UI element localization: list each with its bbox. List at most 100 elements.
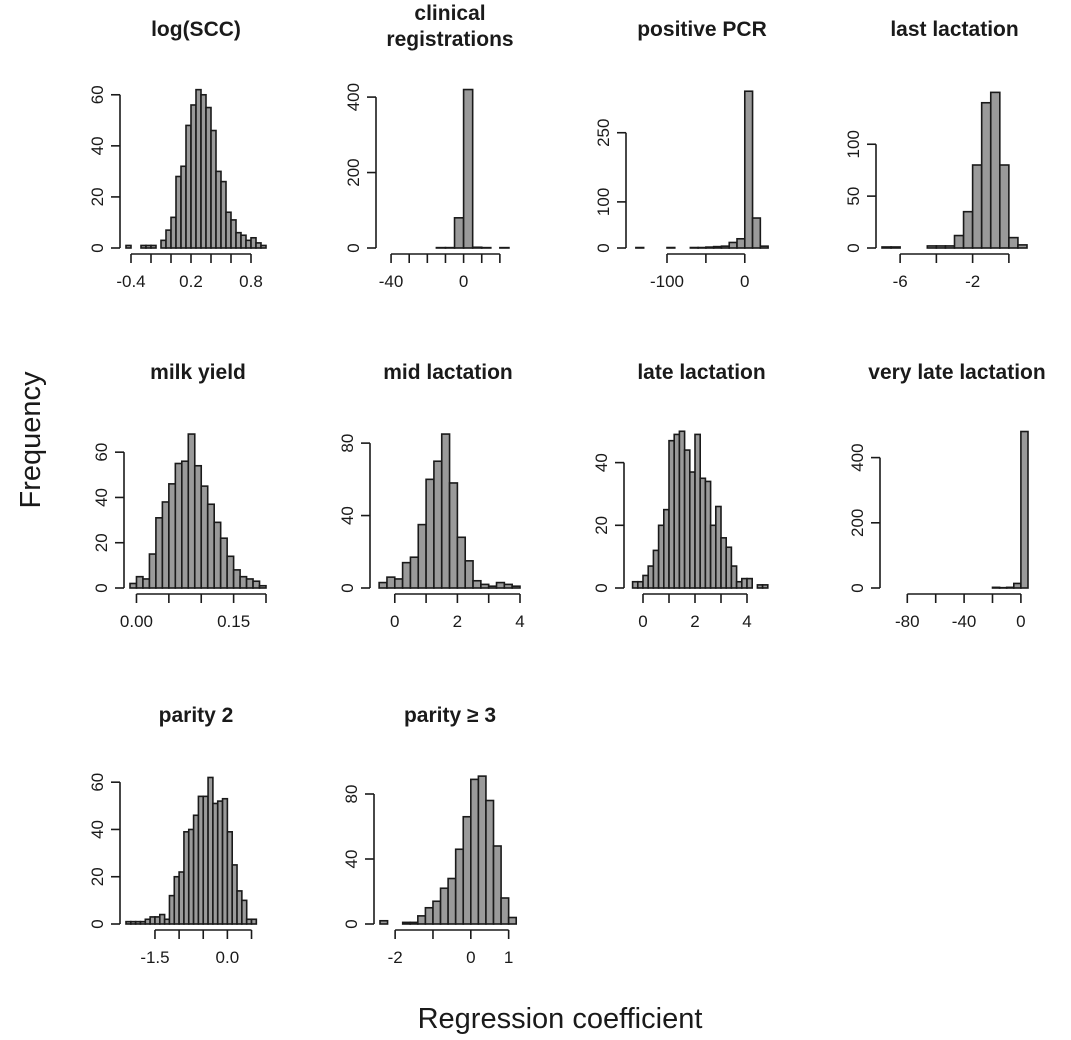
x-tick-label: 0 [638, 612, 647, 631]
y-tick-label: 250 [594, 119, 613, 147]
x-tick-label: 4 [515, 612, 524, 631]
histogram-bar [155, 517, 164, 589]
x-tick-label: -2 [388, 948, 403, 967]
y-tick-label: 0 [592, 583, 611, 592]
figure-ylabel: Frequency [15, 371, 47, 509]
x-tick-label: 0 [459, 272, 468, 291]
histogram-bar [232, 569, 241, 589]
y-tick-label: 100 [594, 188, 613, 216]
y-tick-label: 20 [92, 533, 111, 552]
histogram-panels: log(SCC)-0.4 0.2 0.80204060clinicalregistr… [88, 2, 1046, 967]
y-tick-label: 80 [338, 434, 357, 453]
x-tick-label: 0 [740, 272, 749, 291]
histogram-bar [241, 899, 248, 925]
histogram-bar [448, 482, 459, 589]
histogram-bar [219, 537, 228, 589]
histogram-bar [150, 244, 157, 249]
histogram-bar [477, 775, 487, 925]
histogram-bar [129, 582, 138, 589]
panel-title: log(SCC) [151, 18, 241, 41]
histogram-bar [125, 244, 132, 249]
histogram-bar [746, 577, 753, 589]
x-tick-label: 0 [1016, 612, 1025, 631]
y-tick-label: 0 [338, 583, 357, 592]
histogram-bar [440, 433, 451, 589]
histogram-bar [495, 581, 506, 589]
y-tick-label: 0 [342, 919, 361, 928]
histogram-bar [252, 580, 261, 589]
x-tick-label: -6 [893, 272, 908, 291]
y-tick-label: 400 [848, 443, 867, 471]
histogram-bar [487, 585, 498, 589]
x-tick-label: 2 [690, 612, 699, 631]
y-tick-label: 40 [88, 820, 107, 839]
y-tick-label: 400 [344, 83, 363, 111]
histogram-bar [206, 503, 215, 589]
histogram-bar [761, 584, 769, 589]
histogram-bar [464, 560, 474, 589]
histogram-bar [453, 217, 465, 249]
y-tick-label: 80 [342, 785, 361, 804]
histogram-bar [736, 237, 746, 249]
panel-title: very late lactation [868, 361, 1045, 384]
histogram-bar [705, 246, 715, 249]
histogram-panel: positive PCR -100 0 0 100 250 [594, 18, 769, 291]
x-tick-label: 2 [453, 612, 462, 631]
histogram-bar [759, 245, 769, 249]
y-tick-label: 20 [88, 867, 107, 886]
y-tick-label: 60 [88, 773, 107, 792]
histogram-bar [989, 91, 1001, 249]
histogram-bar [200, 485, 209, 589]
y-tick-label: 20 [592, 516, 611, 535]
histogram-bar [1020, 430, 1029, 589]
panel-title: positive PCR [637, 18, 767, 41]
x-tick-label: 1 [504, 948, 513, 967]
histogram-panel: milk yield 0.00 0.15 0 20 40 60 [92, 361, 267, 631]
histogram-bar [193, 464, 203, 589]
y-tick-label: 40 [592, 453, 611, 472]
x-tick-label: 0 [466, 948, 475, 967]
y-tick-label: 0 [594, 243, 613, 252]
histogram-bar [935, 245, 947, 249]
y-tick-label: 200 [344, 158, 363, 186]
histogram-bar [454, 848, 465, 925]
histogram-bar [417, 523, 427, 589]
y-tick-label: 40 [342, 850, 361, 869]
x-tick-label: -0.4 [116, 272, 145, 291]
histogram-bar [447, 877, 457, 925]
histogram-bar [462, 815, 472, 925]
y-tick-label: 40 [88, 136, 107, 155]
histogram-bar [393, 578, 404, 589]
panel-title: parity ≥ 3 [404, 704, 496, 727]
x-tick-label: -100 [650, 272, 684, 291]
histogram-bar [439, 887, 449, 925]
histogram-bar [213, 521, 222, 589]
histogram-bar [424, 906, 434, 925]
x-tick-label: 0.15 [217, 612, 250, 631]
y-tick-label: 60 [88, 85, 107, 104]
histogram-panel: parity 2 -1.5 0.0 0 20 40 60 [88, 704, 258, 967]
histogram-bar [926, 245, 938, 249]
x-tick-label: -80 [895, 612, 920, 631]
histogram-bar [432, 900, 442, 925]
histogram-bar [148, 553, 157, 589]
histogram-bar [503, 583, 513, 589]
y-tick-label: 200 [848, 509, 867, 537]
y-tick-label: 100 [844, 130, 863, 158]
histogram-bar [492, 845, 502, 925]
panel-title: clinical [414, 2, 485, 25]
histogram-bar [730, 565, 738, 589]
histogram-bar [471, 246, 483, 249]
histogram-bar [500, 897, 510, 925]
y-tick-label: 40 [92, 488, 111, 507]
histogram-bar [881, 246, 892, 249]
histogram-panel: last lactation -6 -2 0 50 100 [844, 18, 1028, 291]
y-tick-label: 0 [844, 243, 863, 252]
histogram-panel: parity ≥ 3 -2 0 1 0 40 80 [342, 704, 518, 967]
histogram-bar [720, 245, 731, 249]
histogram-bar [944, 245, 956, 249]
histogram-bar [378, 581, 388, 589]
panel-title: parity 2 [159, 704, 234, 727]
